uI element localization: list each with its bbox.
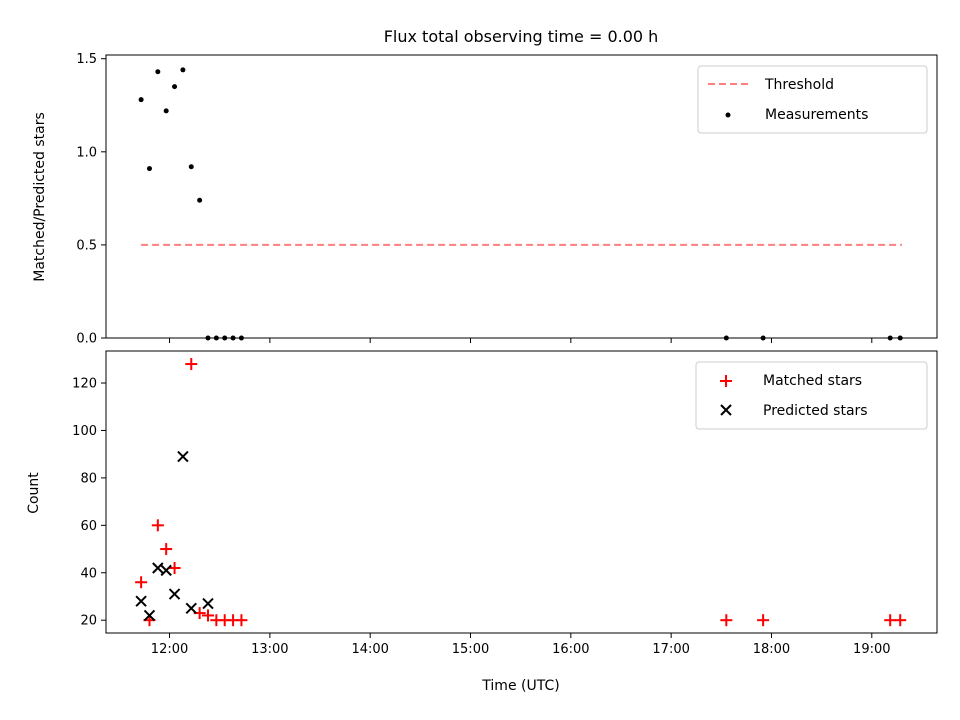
matched-star-point (151, 519, 164, 532)
predicted-star-point (160, 564, 172, 577)
top-legend: Threshold Measurements (697, 65, 928, 134)
top-legend-box (697, 65, 928, 134)
predicted-star-point (185, 602, 197, 615)
legend-predicted-label: Predicted stars (763, 403, 868, 419)
legend-matched-label: Matched stars (763, 373, 862, 389)
legend-matched-plus-icon (720, 375, 732, 387)
y-tick-label: 0.5 (76, 238, 97, 253)
measurement-point (172, 84, 178, 90)
top-panel-ticks: 0.0 0.5 1.0 1.5 (76, 52, 873, 347)
predicted-star-point (168, 588, 181, 600)
measurement-point (180, 67, 186, 73)
x-tick-label: 12:00 (151, 642, 188, 657)
y-tick-label: 60 (80, 519, 97, 534)
x-tick-label: 18:00 (753, 642, 790, 657)
y-tick-label: 100 (72, 424, 97, 439)
y-tick-label: 20 (80, 614, 97, 629)
bottom-y-axis-label: Count (26, 472, 42, 514)
x-tick-label: 19:00 (853, 642, 890, 657)
predicted-star-point (152, 562, 164, 574)
measurement-point (146, 166, 152, 172)
legend-predicted-x-icon (720, 404, 732, 416)
measurement-point (188, 164, 194, 170)
matched-star-point (884, 614, 897, 627)
legend-measurements-dot-icon (725, 112, 731, 118)
matched-star-point (185, 358, 198, 371)
y-tick-label: 120 (72, 377, 97, 392)
measurement-point (155, 69, 161, 75)
predicted-star-point (177, 450, 189, 463)
bottom-panel-marks (135, 358, 907, 627)
predicted-star-point (135, 595, 147, 607)
y-tick-label: 1.5 (76, 52, 97, 67)
x-tick-label: 15:00 (452, 642, 489, 657)
bottom-legend: Matched stars Predicted stars (695, 361, 928, 430)
y-tick-label: 0.0 (76, 332, 97, 347)
bottom-legend-box (695, 361, 928, 430)
chart-title: Flux total observing time = 0.00 h (384, 27, 659, 46)
bottom-panel-ticks: 12:00 13:00 14:00 15:00 16:00 17:00 18:00 19:00… (72, 377, 890, 657)
matched-star-point (894, 614, 907, 627)
x-tick-label: 16:00 (552, 642, 589, 657)
legend-measurements-label: Measurements (765, 107, 868, 123)
top-panel-frame (105, 54, 938, 339)
x-axis-label: Time (UTC) (481, 678, 559, 694)
x-tick-label: 14:00 (351, 642, 388, 657)
matched-star-point (201, 609, 214, 622)
measurement-point (138, 97, 144, 103)
predicted-star-point (202, 597, 214, 610)
matched-star-point (235, 614, 248, 627)
matched-star-point (720, 614, 733, 627)
y-tick-label: 1.0 (76, 145, 97, 160)
y-tick-label: 40 (80, 566, 97, 581)
measurement-point (163, 108, 169, 114)
predicted-star-point (143, 609, 156, 622)
bottom-panel-frame (105, 350, 938, 634)
measurement-point (197, 197, 203, 203)
legend-threshold-label: Threshold (764, 77, 834, 93)
matched-star-point (168, 562, 181, 575)
y-tick-label: 80 (80, 471, 97, 486)
x-tick-label: 13:00 (251, 642, 288, 657)
top-panel: 0.0 0.5 1.0 1.5 Matched/Predicted stars Thr… (32, 52, 938, 347)
matched-star-point (135, 576, 148, 589)
matched-star-point (757, 614, 770, 627)
bottom-panel: 12:00 13:00 14:00 15:00 16:00 17:00 18:00 19:00… (26, 350, 938, 694)
x-tick-label: 17:00 (652, 642, 689, 657)
top-y-axis-label: Matched/Predicted stars (32, 112, 48, 282)
matched-star-point (160, 543, 173, 556)
